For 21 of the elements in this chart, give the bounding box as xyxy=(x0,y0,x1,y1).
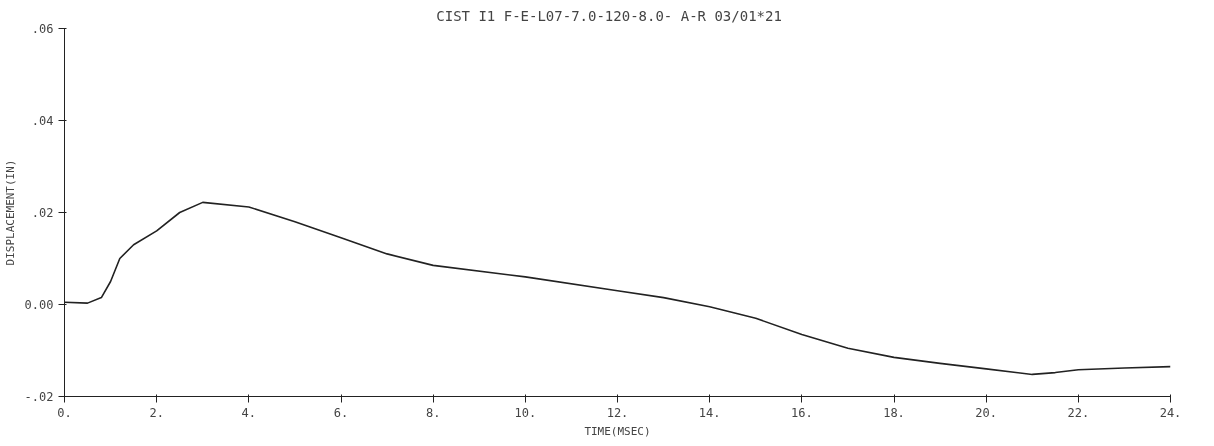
x-tick-label: 4. xyxy=(241,405,257,420)
x-tick-label: 22. xyxy=(1067,405,1090,420)
x-tick-label: 16. xyxy=(791,405,813,420)
x-tick-label: 12. xyxy=(606,405,629,420)
x-tick-label: 8. xyxy=(425,405,441,420)
y-axis-title: DISPLACEMENT(IN) xyxy=(3,159,17,266)
y-tick-label: -.02 xyxy=(24,390,54,404)
x-tick-label: 6. xyxy=(333,405,349,420)
y-tick-label: 0.00 xyxy=(24,298,54,312)
x-tick-label: 14. xyxy=(698,405,721,420)
y-tick-label: .02 xyxy=(31,206,54,220)
y-tick-label: .04 xyxy=(31,114,54,128)
x-tick-label: 10. xyxy=(514,405,537,420)
chart-title: CIST I1 F-E-L07-7.0-120-8.0- A-R 03/01*21 xyxy=(436,7,782,24)
x-axis-title: TIME(MSEC) xyxy=(584,424,651,438)
y-tick-label: .06 xyxy=(31,22,54,36)
x-tick-label: 20. xyxy=(975,405,998,420)
x-tick-label: 0. xyxy=(57,405,72,420)
x-tick-label: 18. xyxy=(883,405,905,420)
x-tick-label: 24. xyxy=(1159,405,1182,420)
x-tick-label: 2. xyxy=(149,405,164,420)
